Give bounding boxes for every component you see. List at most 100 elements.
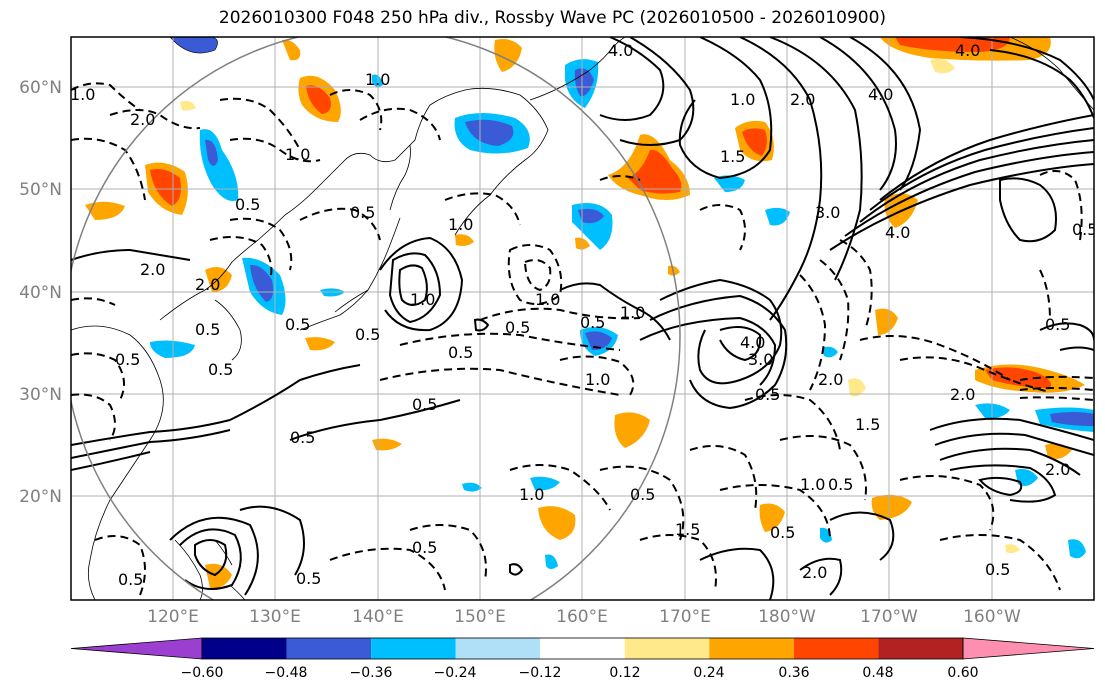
lon-label: 120°E <box>147 607 199 627</box>
contours-solid <box>71 37 1094 600</box>
colorbar-segment <box>286 638 372 659</box>
colorbar-segment <box>709 638 794 659</box>
contour-label: 1.0 <box>620 303 645 322</box>
contour-label: 0.5 <box>235 195 260 214</box>
lon-label: 170°E <box>659 607 711 627</box>
contour-label: 0.5 <box>350 203 375 222</box>
latitude-axis: 60°N 50°N 40°N 30°N 20°N <box>19 78 62 507</box>
colorbar-segment <box>371 638 456 659</box>
lon-label: 160°W <box>963 607 1021 627</box>
contour-label: 1.0 <box>410 290 435 309</box>
contour-label: 0.5 <box>1072 220 1097 239</box>
colorbar-tick-label: 0.12 <box>609 665 640 681</box>
contour-label: 0.5 <box>1045 315 1070 334</box>
colorbar-tick-label: 0.60 <box>947 665 978 681</box>
contour-label: 1.0 <box>800 475 825 494</box>
contour-label: 2.0 <box>1045 460 1070 479</box>
contour-label: 1.0 <box>519 485 544 504</box>
contour-label: 1.5 <box>855 415 880 434</box>
lat-label: 60°N <box>19 78 62 98</box>
contour-label: 1.0 <box>535 290 560 309</box>
contour-label: 0.5 <box>195 320 220 339</box>
contour-label: 0.5 <box>505 318 530 337</box>
lat-label: 30°N <box>19 385 62 405</box>
contour-label: 0.5 <box>412 538 437 557</box>
contour-label: 1.5 <box>720 147 745 166</box>
contour-label-layer: 4.0 1.0 2.0 1.0 2.0 1.0 0.5 1.0 2.0 4.0 … <box>71 41 1097 589</box>
contour-label: 0.5 <box>770 523 795 542</box>
reference-circle <box>71 37 681 600</box>
contour-label: 1.0 <box>730 90 755 109</box>
contour-label: 2.0 <box>790 90 815 109</box>
colorbar-ticks: −0.60 −0.48 −0.36 −0.24 −0.12 0.12 0.24 … <box>181 665 979 681</box>
contour-label: 2.0 <box>818 370 843 389</box>
colorbar-segment <box>793 638 879 659</box>
colorbar-segment <box>624 638 710 659</box>
colorbar-tick-label: −0.12 <box>519 665 562 681</box>
contour-label: 0.5 <box>985 560 1010 579</box>
colorbar-border <box>201 637 964 660</box>
contour-label: 2.0 <box>802 563 827 582</box>
contour-label: 0.5 <box>828 475 853 494</box>
contour-label: 0.5 <box>448 343 473 362</box>
contour-label: 0.5 <box>290 428 315 447</box>
contour-label: 0.5 <box>285 315 310 334</box>
contour-label: 0.5 <box>755 385 780 404</box>
colorbar-tick-label: 0.36 <box>778 665 809 681</box>
colorbar-segment <box>202 638 287 659</box>
lat-label: 20°N <box>19 487 62 507</box>
map-title: 2026010300 F048 250 hPa div., Rossby Wav… <box>218 8 887 28</box>
colorbar-segment <box>540 638 625 659</box>
plot-border <box>70 36 1095 601</box>
colorbar-segment <box>962 637 1095 660</box>
contours-dashed <box>71 82 1094 596</box>
colorbar-segment <box>878 638 963 659</box>
lon-label: 130°E <box>249 607 301 627</box>
colorbar-segments <box>70 637 1095 660</box>
longitude-axis: 120°E 130°E 140°E 150°E 160°E 170°E 180°… <box>147 607 1021 627</box>
contour-label: 3.0 <box>815 203 840 222</box>
contour-label: 1.0 <box>585 370 610 389</box>
contour-label: 2.0 <box>130 110 155 129</box>
colorbar: −0.60 −0.48 −0.36 −0.24 −0.12 0.12 0.24 … <box>70 637 1095 681</box>
lat-label: 50°N <box>19 180 62 200</box>
contour-label: 0.5 <box>355 325 380 344</box>
gridlines <box>71 37 1094 600</box>
contour-label: 0.5 <box>118 570 143 589</box>
colorbar-tick-label: −0.48 <box>265 665 308 681</box>
contour-label: 1.5 <box>675 520 700 539</box>
colorbar-tick-label: 0.48 <box>862 665 893 681</box>
contour-label: 1.0 <box>285 145 310 164</box>
contour-label: 2.0 <box>195 275 220 294</box>
contour-label: 4.0 <box>885 223 910 242</box>
contour-label: 4.0 <box>868 85 893 104</box>
contour-label: 2.0 <box>140 260 165 279</box>
colorbar-segment <box>70 637 203 660</box>
contour-label: 3.0 <box>748 350 773 369</box>
contour-label: 1.0 <box>365 70 390 89</box>
coastlines <box>71 37 1094 600</box>
contour-label: 0.5 <box>115 350 140 369</box>
contour-label: 4.0 <box>608 41 633 60</box>
lat-label: 40°N <box>19 283 62 303</box>
lon-label: 150°E <box>454 607 506 627</box>
contour-label: 4.0 <box>740 333 765 352</box>
colorbar-tick-label: −0.60 <box>181 665 224 681</box>
contour-label: 2.0 <box>950 385 975 404</box>
contour-label: 0.5 <box>296 569 321 588</box>
lon-label: 160°E <box>556 607 608 627</box>
lon-label: 180°W <box>758 607 816 627</box>
colorbar-segment <box>455 638 541 659</box>
colorbar-tick-label: 0.24 <box>693 665 724 681</box>
lon-label: 140°E <box>352 607 404 627</box>
colorbar-tick-label: −0.36 <box>350 665 393 681</box>
contour-label: 1.0 <box>448 215 473 234</box>
colorbar-tick-label: −0.24 <box>434 665 477 681</box>
contour-label: 0.5 <box>580 313 605 332</box>
lon-label: 170°W <box>860 607 918 627</box>
contour-label: 0.5 <box>630 485 655 504</box>
contour-label: 0.5 <box>412 395 437 414</box>
contour-label: 4.0 <box>955 41 980 60</box>
contour-label: 0.5 <box>208 360 233 379</box>
